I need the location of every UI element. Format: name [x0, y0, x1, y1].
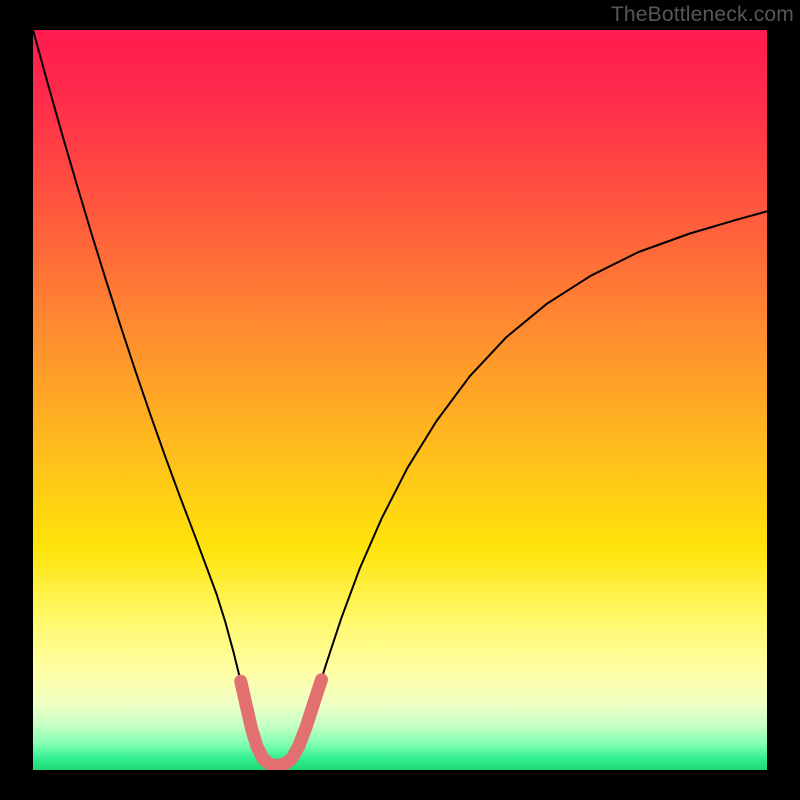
- bottleneck-curve-plot: [0, 0, 800, 800]
- watermark-text: TheBottleneck.com: [611, 3, 794, 27]
- chart-frame: TheBottleneck.com: [0, 0, 800, 800]
- gradient-background: [33, 30, 767, 770]
